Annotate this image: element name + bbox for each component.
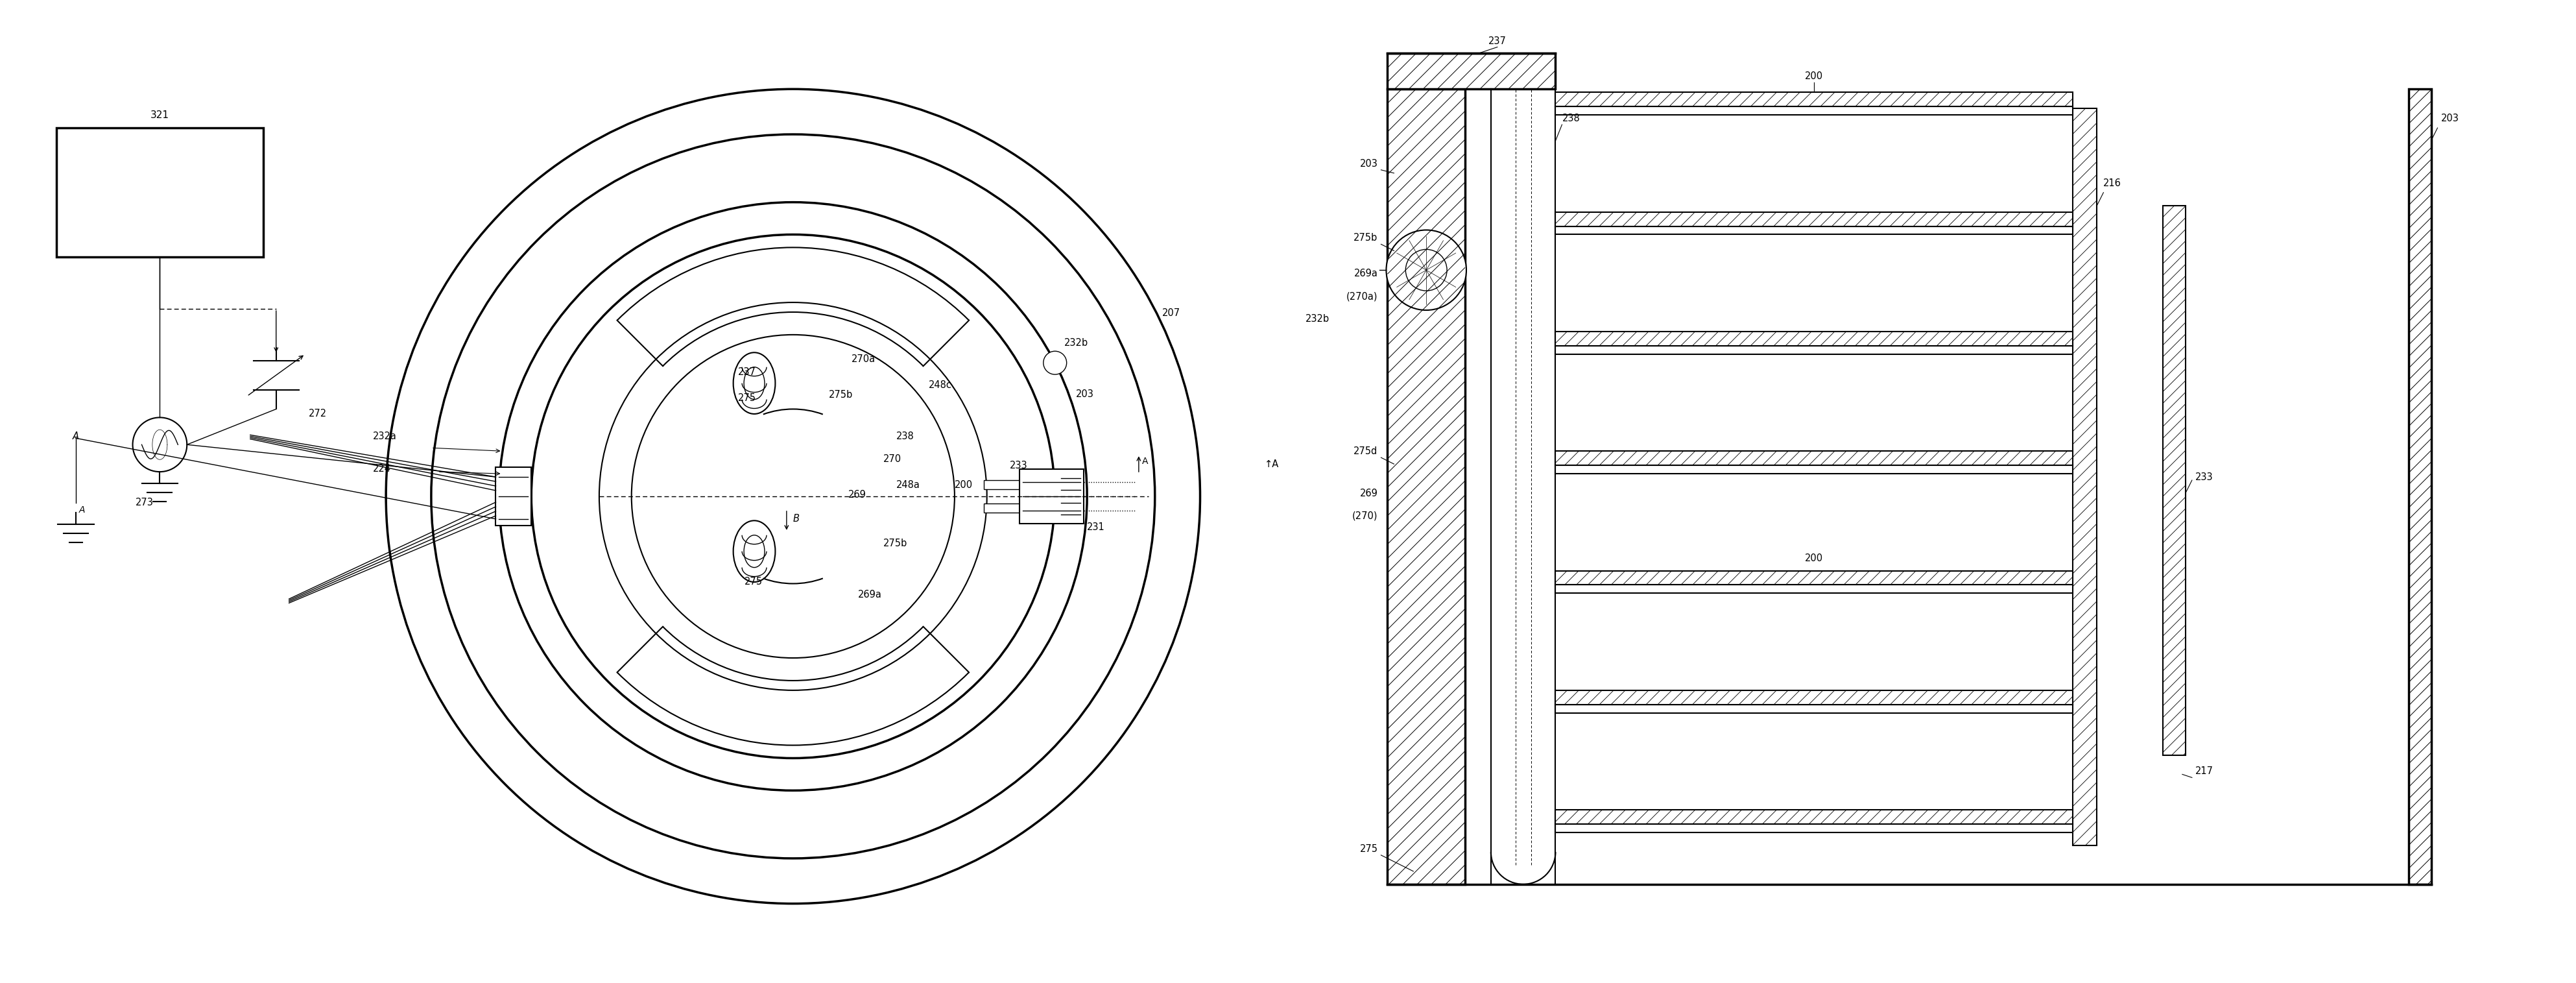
Circle shape	[1386, 230, 1466, 311]
Text: 217: 217	[2195, 767, 2213, 777]
Text: 237: 237	[739, 367, 757, 376]
Bar	[1020, 469, 1084, 524]
Text: 273: 273	[137, 497, 155, 507]
Bar	[1556, 226, 2074, 235]
Text: 269a: 269a	[858, 590, 881, 600]
Text: 232b: 232b	[1306, 314, 1329, 323]
Text: 248a: 248a	[896, 480, 920, 490]
Bar	[57, 128, 263, 258]
Bar	[1556, 571, 2074, 585]
Text: 275b: 275b	[1352, 233, 1378, 243]
Bar	[1388, 89, 1466, 885]
Text: 231: 231	[1087, 522, 1105, 532]
Text: 200: 200	[956, 480, 974, 490]
Circle shape	[131, 418, 188, 472]
Text: 269: 269	[1360, 489, 1378, 498]
Text: 207: 207	[1162, 308, 1180, 318]
Text: 270: 270	[884, 454, 902, 464]
Text: 203: 203	[1360, 159, 1378, 169]
Text: 275d: 275d	[1352, 446, 1378, 456]
Bar	[1556, 346, 2074, 354]
Text: 224: 224	[374, 464, 392, 474]
Text: 203: 203	[1077, 389, 1095, 399]
Text: 233: 233	[1010, 461, 1028, 471]
Text: 321: 321	[149, 110, 170, 120]
Text: 200: 200	[1806, 72, 1824, 82]
Text: 275b: 275b	[884, 539, 907, 549]
Text: ↑A: ↑A	[1265, 459, 1280, 469]
Text: 203: 203	[2439, 114, 2460, 123]
Bar	[1556, 331, 2074, 346]
Text: 269a: 269a	[1355, 268, 1378, 278]
Text: A: A	[1141, 457, 1149, 466]
Bar	[1556, 824, 2074, 833]
Text: (270): (270)	[1352, 511, 1378, 521]
Bar	[1556, 705, 2074, 713]
Text: A: A	[72, 432, 80, 441]
Text: (270a): (270a)	[1347, 291, 1378, 301]
Text: 248c: 248c	[930, 380, 953, 389]
Text: 238: 238	[1561, 114, 1579, 123]
Text: 270a: 270a	[850, 354, 876, 364]
Text: 238: 238	[896, 432, 914, 441]
Bar	[984, 503, 1020, 512]
Text: 232b: 232b	[1064, 338, 1090, 348]
Text: 275: 275	[739, 393, 757, 403]
Bar	[1556, 92, 2074, 106]
Text: 272: 272	[309, 409, 327, 419]
Text: 275: 275	[1360, 844, 1378, 854]
Text: 216: 216	[2105, 178, 2123, 188]
Text: B: B	[793, 514, 799, 524]
Bar	[1556, 106, 2074, 115]
Bar	[1556, 451, 2074, 465]
Text: 200: 200	[1806, 553, 1824, 563]
Text: 269: 269	[848, 490, 866, 499]
Text: 233: 233	[2195, 473, 2213, 482]
Bar	[1556, 212, 2074, 226]
Bar	[1556, 690, 2074, 705]
Text: 237: 237	[1489, 36, 1507, 46]
Bar	[1556, 810, 2074, 824]
Bar	[1556, 465, 2074, 474]
Bar	[984, 480, 1020, 490]
Text: 275: 275	[744, 577, 762, 587]
Bar	[2409, 89, 2432, 885]
Text: 275b: 275b	[829, 389, 853, 399]
Bar	[495, 467, 531, 526]
Bar	[1556, 585, 2074, 594]
Bar	[1388, 53, 1556, 89]
Circle shape	[1406, 250, 1448, 291]
Text: A: A	[80, 505, 85, 514]
Circle shape	[1043, 351, 1066, 375]
Bar	[2074, 108, 2097, 845]
Bar	[2164, 205, 2184, 755]
Text: 232a: 232a	[374, 432, 397, 441]
